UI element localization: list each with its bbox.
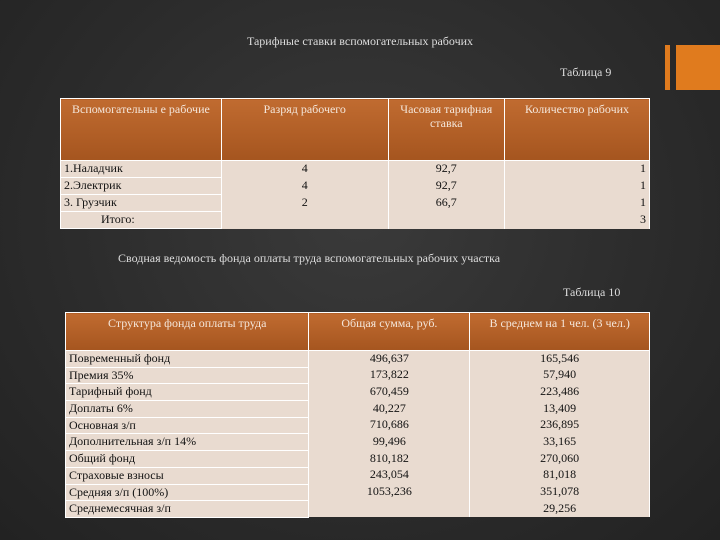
cell: 670,459 <box>308 383 471 401</box>
cell: 243,054 <box>308 467 471 484</box>
accent-line <box>665 45 670 90</box>
header-cell: Вспомогательны е рабочие <box>60 98 222 161</box>
cell: 4 <box>220 177 389 195</box>
cell: 40,227 <box>308 400 471 418</box>
cell: 3 <box>504 211 650 229</box>
cell: 2 <box>220 194 389 212</box>
cell: Доплаты 6% <box>64 400 310 418</box>
header-cell: Часовая тарифная ставка <box>387 98 506 161</box>
row: Основная з/п 710,686 236,895 <box>64 416 650 435</box>
row: Итого: 3 <box>60 211 650 229</box>
cell: Основная з/п <box>64 416 310 435</box>
cell: 710,686 <box>308 417 471 434</box>
cell: 1.Наладчик <box>60 160 222 178</box>
cell: 165,546 <box>469 350 650 368</box>
row: Тарифный фонд 670,459 223,486 <box>64 383 650 402</box>
row: 1.Наладчик 4 92,7 1 <box>60 160 650 178</box>
row: Среднемесячная з/п 29,256 <box>64 500 650 518</box>
row: Средняя з/п (100%) 1053,236 351,078 <box>64 483 650 502</box>
table-10: Структура фонда оплаты труда Общая сумма,… <box>64 312 650 518</box>
cell <box>308 500 471 518</box>
cell: 351,078 <box>469 484 650 501</box>
row: Доплаты 6% 40,227 13,409 <box>64 400 650 418</box>
cell: 3. Грузчик <box>60 194 222 212</box>
cell: 1 <box>504 160 650 178</box>
cell: 4 <box>220 160 389 178</box>
row: Страховые взносы 243,054 81,018 <box>64 466 650 485</box>
row: Премия 35% 173,822 57,940 <box>64 366 650 385</box>
cell: Тарифный фонд <box>64 383 310 402</box>
cell: 1053,236 <box>308 484 471 501</box>
cell: Средняя з/п (100%) <box>64 483 310 502</box>
header-cell: Количество рабочих <box>504 98 650 161</box>
header-row: Вспомогательны е рабочие Разряд рабочего Ч… <box>60 98 650 161</box>
caption: Таблица 10 <box>563 285 621 299</box>
cell <box>220 211 389 229</box>
cell: 99,496 <box>308 433 471 451</box>
cell: Страховые взносы <box>64 466 310 485</box>
cell: Дополнительная з/п 14% <box>64 433 310 452</box>
cell: 2.Электрик <box>60 177 222 195</box>
cell: 13,409 <box>469 400 650 418</box>
cell: 57,940 <box>469 367 650 384</box>
cell: Премия 35% <box>64 366 310 385</box>
cell: 66,7 <box>387 194 506 212</box>
cell: 236,895 <box>469 417 650 434</box>
header-cell: В среднем на 1 чел. (3 чел.) <box>469 312 650 351</box>
cell <box>387 211 506 229</box>
cell: 81,018 <box>469 467 650 484</box>
row: 2.Электрик 4 92,7 1 <box>60 177 650 195</box>
header-cell: Разряд рабочего <box>220 98 389 161</box>
cell: 223,486 <box>469 383 650 401</box>
cell: 1 <box>504 177 650 195</box>
cell: 173,822 <box>308 367 471 384</box>
row: Дополнительная з/п 14% 99,496 33,165 <box>64 433 650 452</box>
header-row: Структура фонда оплаты труда Общая сумма,… <box>64 312 650 351</box>
table-9: Вспомогательны е рабочие Разряд рабочего Ч… <box>60 98 650 229</box>
row: Общий фонд 810,182 270,060 <box>64 450 650 468</box>
cell: 810,182 <box>308 450 471 468</box>
cell: 92,7 <box>387 177 506 195</box>
cell: Итого: <box>60 211 222 229</box>
header-cell: Общая сумма, руб. <box>308 312 471 351</box>
caption: Таблица 9 <box>560 65 612 79</box>
cell: 92,7 <box>387 160 506 178</box>
accent-block <box>676 45 720 90</box>
cell: Среднемесячная з/п <box>64 500 310 518</box>
cell: 29,256 <box>469 500 650 518</box>
subtitle: Сводная ведомость фонда оплаты труда всп… <box>118 251 501 265</box>
cell: Общий фонд <box>64 450 310 468</box>
row: 3. Грузчик 2 66,7 1 <box>60 194 650 212</box>
row: Повременный фонд 496,637 165,546 <box>64 350 650 368</box>
cell: 1 <box>504 194 650 212</box>
cell: 270,060 <box>469 450 650 468</box>
cell: Повременный фонд <box>64 350 310 368</box>
cell: 496,637 <box>308 350 471 368</box>
header-cell: Структура фонда оплаты труда <box>64 312 310 351</box>
cell: 33,165 <box>469 433 650 451</box>
title: Тарифные ставки вспомогательных рабочих <box>246 34 474 48</box>
